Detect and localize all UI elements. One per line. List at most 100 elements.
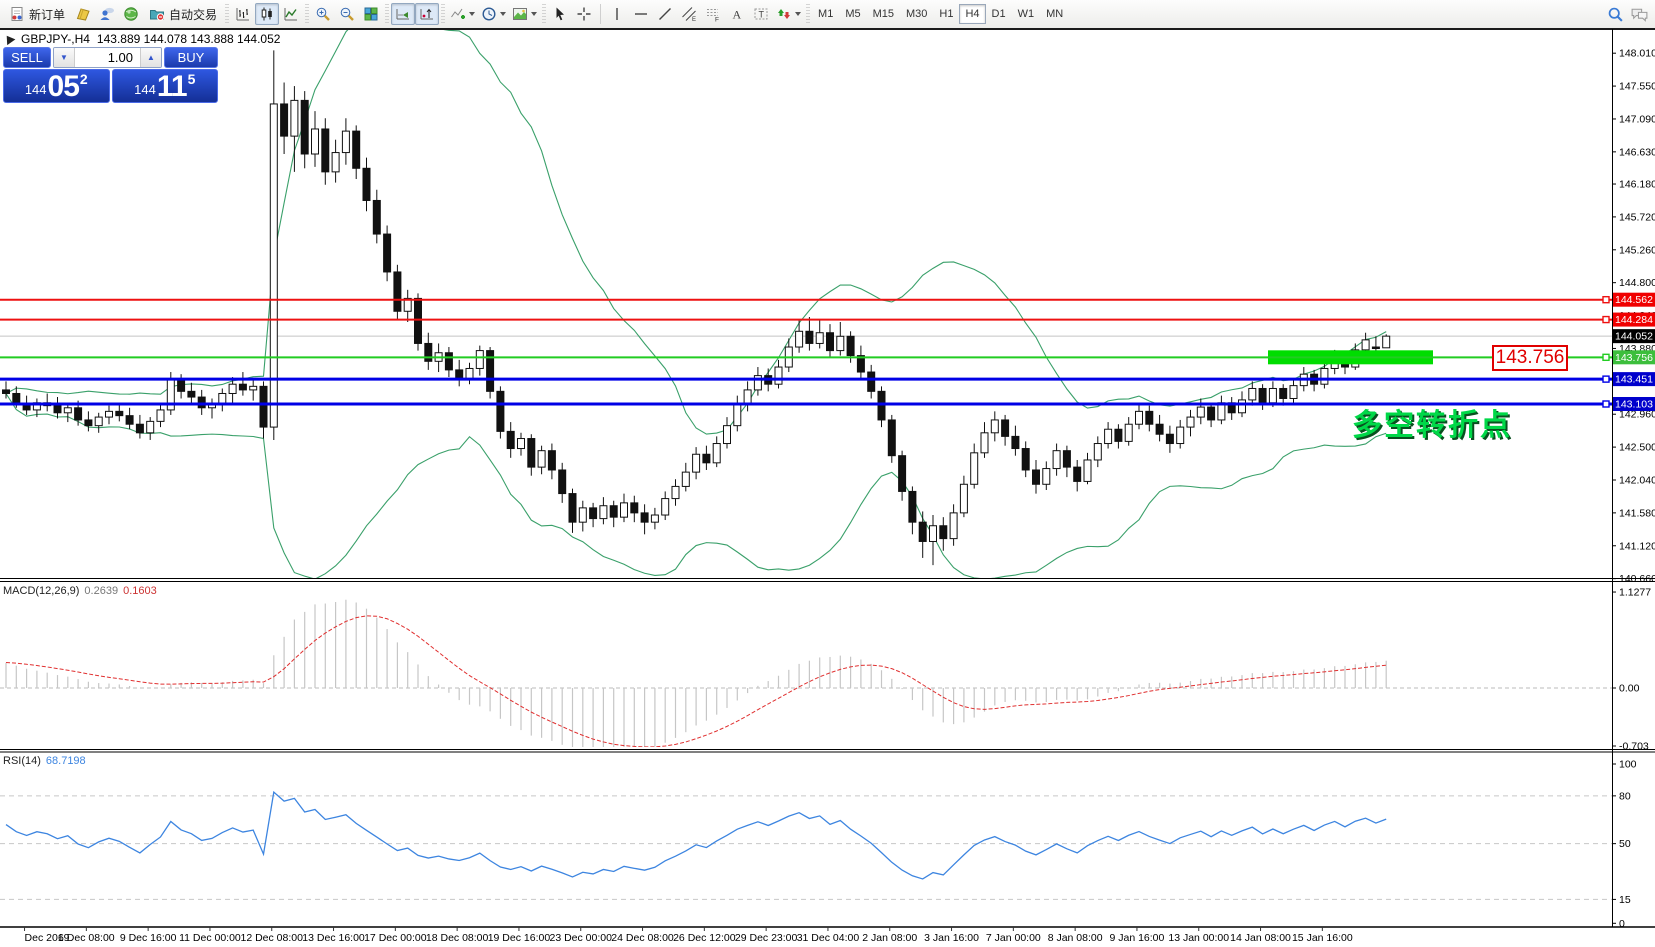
buy-button[interactable]: BUY — [164, 47, 218, 68]
svg-text:14 Jan 08:00: 14 Jan 08:00 — [1230, 932, 1291, 944]
text-icon: A — [733, 8, 742, 22]
label-tool-button[interactable]: T — [749, 3, 773, 25]
timeframe-h4-button[interactable]: H4 — [959, 4, 986, 24]
buy-price-display[interactable]: 144 11 5 — [111, 69, 218, 103]
auto-scroll-button[interactable] — [391, 3, 416, 25]
market-button[interactable] — [119, 3, 143, 25]
candlestick-mode-button[interactable] — [255, 3, 280, 25]
svg-text:141.580: 141.580 — [1619, 507, 1655, 519]
bar-chart-icon — [236, 8, 250, 21]
timeframe-w1-button[interactable]: W1 — [1017, 8, 1035, 20]
toolbar: 新订单 自动交易 — [0, 0, 1655, 28]
volume-increase-button[interactable]: ▲ — [140, 48, 161, 67]
svg-text:143.103: 143.103 — [1615, 398, 1653, 410]
svg-text:T: T — [759, 10, 765, 20]
fibonacci-tool-button[interactable]: F — [701, 3, 725, 25]
svg-text:24 Dec 08:00: 24 Dec 08:00 — [611, 932, 674, 944]
svg-text:144.284: 144.284 — [1615, 314, 1653, 326]
vertical-line-tool-button[interactable] — [605, 3, 629, 25]
zoom-in-icon — [316, 7, 330, 21]
notebook-icon — [76, 8, 90, 21]
svg-text:0.00: 0.00 — [1619, 683, 1640, 695]
user-cloud-icon — [100, 7, 115, 20]
new-order-button[interactable]: 新订单 — [3, 3, 71, 25]
svg-text:9 Jan 16:00: 9 Jan 16:00 — [1109, 932, 1164, 944]
timeframe-m1-button[interactable]: M1 — [818, 8, 834, 20]
svg-text:-0.703: -0.703 — [1619, 741, 1649, 753]
quotes-button[interactable] — [71, 3, 95, 25]
sell-price-display[interactable]: 144 05 2 — [3, 69, 110, 103]
svg-text:147.550: 147.550 — [1619, 81, 1655, 93]
svg-text:141.120: 141.120 — [1619, 540, 1655, 552]
svg-text:8 Jan 08:00: 8 Jan 08:00 — [1048, 932, 1103, 944]
svg-text:7 Jan 00:00: 7 Jan 00:00 — [986, 932, 1041, 944]
candlestick-icon — [261, 7, 272, 21]
timeframe-h1-button[interactable]: H1 — [939, 8, 954, 20]
line-chart-icon — [284, 8, 298, 21]
timeframe-mn-button[interactable]: MN — [1046, 8, 1064, 20]
add-indicator-button[interactable] — [447, 3, 478, 25]
volume-decrease-button[interactable]: ▼ — [54, 48, 75, 67]
zoom-in-button[interactable] — [311, 3, 335, 25]
svg-text:143.451: 143.451 — [1615, 374, 1653, 386]
chart-ohlc-values: 143.889 144.078 143.888 144.052 — [96, 32, 281, 46]
zoom-out-button[interactable] — [335, 3, 359, 25]
timeframe-group: M1 M5 M15 M30 H1 H4 D1 W1 MN — [812, 4, 1069, 24]
svg-text:146.630: 146.630 — [1619, 146, 1655, 158]
turning-point-annotation: 多空转折点 — [1352, 409, 1512, 442]
horizontal-line-tool-button[interactable] — [629, 3, 653, 25]
tile-windows-button[interactable] — [359, 3, 383, 25]
auto-trading-button[interactable]: 自动交易 — [143, 3, 223, 25]
toolbar-grip — [385, 4, 390, 24]
dropdown-caret — [469, 12, 476, 16]
svg-text:146.180: 146.180 — [1619, 179, 1655, 191]
timeframe-m30-button[interactable]: M30 — [906, 8, 928, 20]
community-button[interactable] — [95, 3, 119, 25]
template-button[interactable] — [509, 3, 540, 25]
sell-button[interactable]: SELL — [3, 47, 51, 68]
svg-text:143.756: 143.756 — [1615, 352, 1653, 364]
svg-text:100: 100 — [1619, 759, 1637, 771]
svg-text:13 Dec 16:00: 13 Dec 16:00 — [302, 932, 365, 944]
cursor-tool-button[interactable] — [548, 3, 572, 25]
timeframe-m15-button[interactable]: M15 — [872, 8, 894, 20]
volume-value[interactable]: 1.00 — [107, 50, 133, 65]
svg-text:145.260: 145.260 — [1619, 244, 1655, 256]
text-label-icon: T — [754, 8, 768, 20]
buy-price-sup: 5 — [187, 71, 196, 87]
macd-indicator-label: MACD(12,26,9) 0.2639 0.1603 — [3, 585, 157, 597]
svg-text:23 Dec 00:00: 23 Dec 00:00 — [550, 932, 613, 944]
bar-chart-mode-button[interactable] — [231, 3, 255, 25]
svg-text:0: 0 — [1619, 918, 1625, 930]
svg-text:19 Dec 16:00: 19 Dec 16:00 — [488, 932, 551, 944]
channel-tool-button[interactable]: E — [677, 3, 701, 25]
buy-price-prefix: 144 — [134, 82, 156, 97]
chat-button[interactable] — [1627, 3, 1652, 25]
arrows-tool-button[interactable] — [773, 3, 804, 25]
buy-price-big: 11 — [156, 70, 188, 103]
search-button[interactable] — [1603, 3, 1627, 25]
volume-spinner: ▼ 1.00 ▲ — [53, 47, 162, 68]
toolbar-grip — [441, 4, 446, 24]
text-tool-button[interactable]: A — [725, 3, 749, 25]
fibonacci-icon: F — [707, 9, 719, 22]
svg-text:145.720: 145.720 — [1619, 211, 1655, 223]
svg-text:140.660: 140.660 — [1619, 573, 1655, 585]
equidistant-channel-icon: E — [682, 7, 696, 22]
svg-text:17 Dec 00:00: 17 Dec 00:00 — [364, 932, 427, 944]
auto-trading-label: 自动交易 — [169, 7, 218, 22]
chart-shift-button[interactable] — [415, 3, 440, 25]
trendline-tool-button[interactable] — [653, 3, 677, 25]
line-chart-mode-button[interactable] — [279, 3, 303, 25]
zoom-out-icon — [340, 7, 354, 21]
timeframe-m5-button[interactable]: M5 — [845, 8, 861, 20]
arrows-icon — [778, 9, 791, 19]
sell-price-sup: 2 — [79, 71, 88, 87]
period-button[interactable] — [478, 3, 509, 25]
svg-text:144.562: 144.562 — [1615, 294, 1653, 306]
level-callout-143756: 143.756 — [1492, 345, 1568, 371]
timeframe-d1-button[interactable]: D1 — [991, 8, 1006, 20]
macd-name: MACD(12,26,9) — [3, 585, 80, 597]
crosshair-tool-button[interactable] — [572, 3, 596, 25]
